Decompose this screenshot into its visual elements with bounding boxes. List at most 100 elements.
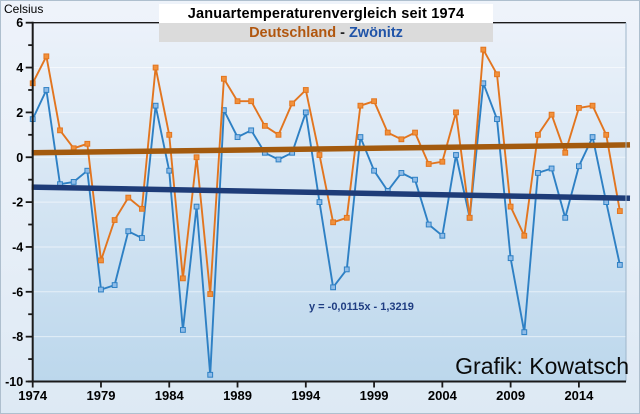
data-point-marker	[139, 205, 145, 212]
data-point-marker	[330, 219, 337, 226]
data-point-marker	[507, 203, 514, 210]
y-tick-label: 4	[16, 61, 23, 75]
data-point-marker	[398, 136, 405, 143]
data-point-marker	[180, 327, 186, 333]
data-point-marker	[439, 158, 446, 165]
data-point-marker	[43, 87, 50, 93]
data-point-marker	[220, 75, 227, 82]
data-point-marker	[111, 282, 118, 288]
data-point-marker	[439, 232, 446, 239]
data-point-marker	[343, 266, 350, 273]
data-point-marker	[480, 46, 487, 53]
data-point-marker	[166, 167, 173, 174]
y-tick-label: -6	[12, 285, 23, 299]
data-point-marker	[371, 167, 377, 174]
y-axis-ticks: 6 4 2 0 -2 -4 -6 -8 -10	[5, 16, 33, 389]
data-point-marker	[98, 257, 104, 264]
y-tick-label: 6	[16, 16, 23, 30]
data-point-marker	[371, 98, 377, 105]
y-tick-label: -4	[12, 240, 23, 254]
data-point-marker	[453, 109, 459, 116]
data-point-marker	[125, 194, 132, 201]
gridlines	[32, 67, 626, 338]
x-tick-label: 2004	[428, 388, 458, 403]
chart-subtitle-box: Deutschland - Zwönitz	[159, 23, 493, 42]
credit-label: Grafik: Kowatsch	[455, 353, 629, 379]
deutschland-series	[29, 46, 623, 297]
data-point-marker	[261, 122, 268, 129]
y-tick-label: -10	[5, 375, 23, 389]
data-point-marker	[111, 217, 118, 223]
data-point-marker	[43, 53, 50, 60]
data-point-marker	[193, 154, 200, 161]
x-tick-label: 1984	[155, 388, 185, 403]
data-point-marker	[207, 371, 214, 378]
data-point-marker	[139, 235, 145, 241]
data-point-marker	[302, 87, 309, 93]
data-point-marker	[412, 129, 418, 136]
x-tick-label: 1974	[18, 388, 48, 403]
data-point-marker	[84, 140, 91, 147]
x-tick-label: 2009	[496, 388, 525, 403]
data-point-marker	[234, 134, 241, 140]
data-point-marker	[576, 105, 582, 111]
zwoenitz-trend-line	[31, 184, 631, 202]
data-point-marker	[576, 163, 582, 170]
data-point-marker	[412, 176, 418, 183]
data-point-marker	[289, 100, 296, 107]
data-point-marker	[548, 111, 555, 118]
data-point-marker	[562, 149, 569, 156]
data-point-marker	[548, 165, 555, 172]
data-point-marker	[425, 161, 432, 167]
data-point-marker	[494, 71, 500, 78]
legend-deutschland: Deutschland	[249, 24, 337, 41]
data-point-marker	[521, 329, 528, 336]
data-point-marker	[193, 203, 200, 210]
data-point-marker	[562, 214, 569, 221]
data-point-marker	[357, 134, 364, 140]
chart-title-box: Januartemperaturenvergleich seit 1974	[159, 4, 493, 23]
data-point-marker	[398, 170, 405, 176]
data-point-marker	[535, 131, 541, 138]
data-point-marker	[507, 255, 514, 262]
legend-separator: -	[340, 24, 345, 41]
chart-title: Januartemperaturenvergleich seit 1974	[187, 5, 465, 22]
data-point-marker	[494, 116, 500, 123]
legend-zwoenitz: Zwönitz	[348, 24, 403, 41]
y-axis-unit-label: Celsius	[4, 2, 44, 16]
data-point-marker	[152, 102, 159, 109]
x-tick-label: 1989	[223, 388, 252, 403]
x-tick-label: 1999	[360, 388, 389, 403]
data-point-marker	[57, 127, 63, 134]
data-point-marker	[343, 214, 350, 221]
y-tick-label: -8	[12, 330, 23, 344]
data-point-marker	[330, 284, 337, 291]
y-tick-label: 2	[16, 106, 23, 120]
x-tick-label: 2014	[564, 388, 594, 403]
data-point-marker	[466, 214, 473, 221]
data-point-marker	[180, 275, 186, 282]
data-point-marker	[357, 102, 364, 109]
trend-equation-label: y = -0,0115x - 1,3219	[309, 301, 414, 313]
data-point-marker	[616, 261, 623, 268]
x-axis-ticks: 1974 1979 1984 1989 1994 1999 2004 2009 2014	[18, 381, 594, 403]
data-point-marker	[275, 156, 282, 163]
data-point-marker	[316, 152, 323, 158]
data-point-marker	[425, 221, 432, 228]
deutschland-trend-line	[31, 142, 631, 156]
data-point-marker	[98, 286, 104, 293]
data-point-marker	[84, 167, 91, 174]
x-tick-label: 1979	[87, 388, 116, 403]
data-point-marker	[589, 134, 596, 140]
y-tick-label: -2	[12, 196, 23, 210]
data-point-marker	[234, 98, 241, 105]
data-point-marker	[302, 109, 309, 116]
data-point-marker	[316, 199, 323, 205]
data-point-marker	[248, 98, 255, 105]
data-point-marker	[70, 179, 77, 185]
data-point-marker	[152, 64, 159, 71]
data-point-marker	[589, 102, 596, 109]
data-point-marker	[207, 291, 214, 297]
